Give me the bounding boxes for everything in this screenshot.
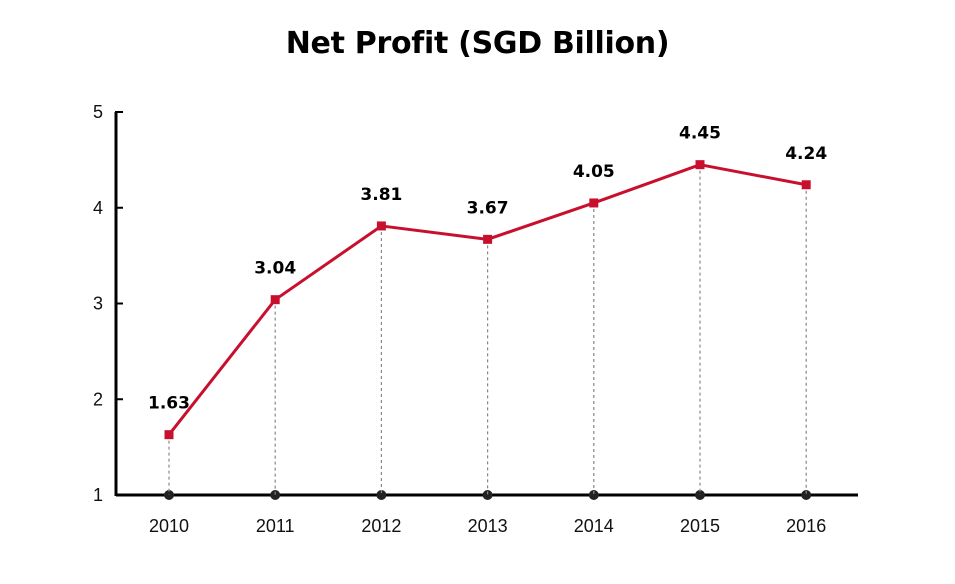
y-axis: 1 2 3 4 5 — [93, 102, 123, 505]
data-labels: 1.63 3.04 3.81 3.67 4.05 4.45 4.24 — [148, 124, 827, 414]
x-baseline-marker — [376, 490, 387, 500]
data-point-marker — [164, 430, 174, 440]
x-baseline-marker — [801, 490, 812, 500]
x-baseline-marker — [695, 490, 705, 500]
x-axis: 2010 2011 2012 2013 2014 2015 2016 — [116, 490, 858, 536]
data-point-marker — [270, 295, 280, 305]
x-tick-label: 2011 — [256, 516, 295, 536]
y-tick-label: 1 — [93, 485, 103, 505]
x-tick-label: 2016 — [786, 516, 826, 536]
x-tick-label: 2013 — [468, 516, 508, 536]
data-label: 3.67 — [467, 198, 509, 218]
data-label: 3.81 — [360, 185, 402, 205]
y-tick-label: 2 — [93, 389, 103, 409]
x-baseline-marker — [482, 490, 493, 500]
data-point-marker — [801, 180, 811, 190]
x-baseline-marker — [588, 490, 599, 500]
x-tick-label: 2012 — [361, 516, 401, 536]
data-label: 1.63 — [148, 394, 190, 414]
x-baseline-marker — [270, 490, 281, 500]
data-point-marker — [695, 160, 705, 170]
drop-lines — [168, 164, 807, 495]
x-tick-label: 2010 — [149, 516, 189, 536]
x-tick-label: 2014 — [574, 516, 614, 536]
y-tick-label: 3 — [93, 294, 103, 314]
data-label: 4.24 — [785, 144, 827, 164]
data-label: 3.04 — [254, 259, 296, 279]
x-tick-label: 2015 — [680, 516, 720, 536]
data-label: 4.05 — [573, 162, 615, 182]
data-point-marker — [589, 198, 599, 208]
y-tick-label: 4 — [93, 198, 103, 218]
y-tick-label: 5 — [93, 102, 103, 122]
series-net-profit — [164, 160, 811, 440]
data-point-marker — [376, 221, 386, 231]
chart-title: Net Profit (SGD Billion) — [285, 26, 670, 61]
data-label: 4.45 — [679, 124, 721, 144]
data-point-marker — [483, 234, 493, 244]
